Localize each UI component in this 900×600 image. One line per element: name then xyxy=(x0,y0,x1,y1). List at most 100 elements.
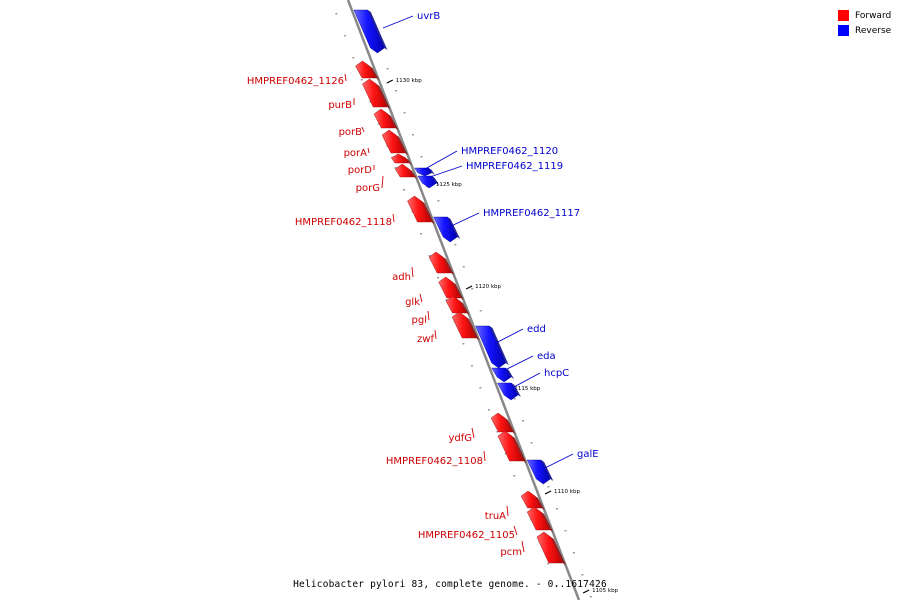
gene-hmpref0462-1126 xyxy=(355,60,380,80)
scale-tick-mark xyxy=(544,490,552,495)
position-dot xyxy=(513,475,516,477)
position-dot xyxy=(403,189,406,191)
position-dot xyxy=(454,244,457,246)
gene-adh xyxy=(428,251,455,275)
gene-hmpref0462-1120 xyxy=(414,167,435,177)
gene-label-ydfg: ydfG xyxy=(448,433,472,444)
gene-label-edd: edd xyxy=(527,324,546,335)
legend-reverse-label: Reverse xyxy=(855,25,892,36)
gene-trua xyxy=(520,490,545,510)
leader-line xyxy=(471,427,475,439)
leader-line xyxy=(381,175,384,189)
position-dot xyxy=(581,574,584,576)
position-dot xyxy=(479,310,482,312)
gene-label-hmpref0462-1108: HMPREF0462_1108 xyxy=(386,456,483,467)
position-dot xyxy=(462,343,465,345)
leader-line xyxy=(483,450,486,462)
gene-label-pgl: pgl xyxy=(412,315,427,326)
scale-tick-mark xyxy=(582,589,590,594)
leader-line xyxy=(434,329,437,340)
position-dot xyxy=(343,35,346,37)
gene-pord xyxy=(391,153,412,165)
gene-hmpref0462-1118 xyxy=(407,195,435,224)
gene-label-hmpref0462-1105: HMPREF0462_1105 xyxy=(418,530,515,541)
leader-line xyxy=(502,355,534,372)
gene-labels: uvrB HMPREF0462_1126 purB porB porA porD porG H… xyxy=(247,11,599,558)
scale-tick-mark xyxy=(386,79,394,84)
gene-label-eda: eda xyxy=(537,351,556,362)
position-dot xyxy=(352,57,355,59)
gene-label-hmpref0462-1118: HMPREF0462_1118 xyxy=(295,217,392,228)
gene-label-porb: porB xyxy=(339,127,363,138)
position-dot xyxy=(395,90,398,92)
gene-hmpref0462-1108 xyxy=(497,430,527,463)
position-dot xyxy=(369,101,372,103)
position-dot xyxy=(547,486,550,488)
leader-line xyxy=(419,293,423,303)
reverse-swatch xyxy=(838,25,849,36)
position-dot xyxy=(555,585,558,587)
leader-line xyxy=(424,150,458,170)
leader-line xyxy=(448,212,480,228)
leader-line xyxy=(392,213,395,223)
position-dot xyxy=(394,167,397,169)
legend-forward-label: Forward xyxy=(855,10,892,21)
leader-line xyxy=(427,310,430,321)
legend-reverse: Reverse xyxy=(838,23,891,38)
gene-porg xyxy=(394,163,418,179)
position-dot xyxy=(445,299,448,301)
gene-label-pora: porA xyxy=(344,148,368,159)
position-dot xyxy=(470,365,473,367)
scale-tick-label: 1115 kbp xyxy=(514,386,540,392)
position-dot xyxy=(589,596,592,598)
gene-label-trua: truA xyxy=(485,511,506,522)
scale-tick-label: 1120 kbp xyxy=(475,284,501,290)
gene-label-purb: purB xyxy=(328,100,352,111)
leader-line xyxy=(544,453,574,469)
leader-line xyxy=(493,328,524,345)
gene-hmpref0462-1119 xyxy=(417,175,440,189)
leader-line xyxy=(429,165,463,178)
gene-label-uvrb: uvrB xyxy=(417,11,440,22)
position-dot xyxy=(513,398,516,400)
gene-purb xyxy=(362,78,391,109)
leader-line xyxy=(367,147,370,154)
gene-hmpref0462-1105 xyxy=(526,506,554,532)
position-dot xyxy=(572,552,575,554)
scale-tick-mark xyxy=(465,285,473,290)
legend-forward: Forward xyxy=(838,8,891,23)
gene-gale xyxy=(526,459,554,485)
leader-line xyxy=(521,540,525,553)
position-dot xyxy=(411,134,414,136)
position-dot xyxy=(403,112,406,114)
gene-zwf xyxy=(451,311,480,340)
genome-caption: Helicobacter pylori 83, complete genome.… xyxy=(293,579,607,590)
gene-label-pord: porD xyxy=(348,165,373,176)
leader-line xyxy=(361,126,365,133)
leader-line xyxy=(513,525,518,536)
position-dot xyxy=(420,156,423,158)
gene-label-hmpref0462-1117: HMPREF0462_1117 xyxy=(483,208,580,219)
position-dot xyxy=(555,508,558,510)
leader-line xyxy=(411,266,414,278)
position-dot xyxy=(462,266,465,268)
gene-pgl xyxy=(445,295,470,315)
position-dot xyxy=(522,420,525,422)
position-dot xyxy=(360,79,363,81)
gene-ydfg xyxy=(490,412,516,434)
position-dot xyxy=(386,68,389,70)
legend: Forward Reverse xyxy=(838,8,891,38)
genome-backbone xyxy=(346,0,581,600)
gene-pora xyxy=(381,129,408,155)
position-dot xyxy=(530,442,533,444)
scale-tick-label: 1110 kbp xyxy=(554,489,580,495)
gene-label-hcpc: hcpC xyxy=(544,368,569,379)
gene-eda xyxy=(491,367,515,383)
gene-label-hmpref0462-1120: HMPREF0462_1120 xyxy=(461,146,558,157)
scale-tick-label: 1125 kbp xyxy=(436,182,462,188)
position-dot xyxy=(437,277,440,279)
gene-label-hmpref0462-1126: HMPREF0462_1126 xyxy=(247,76,344,87)
gene-label-gale: galE xyxy=(577,449,599,460)
position-dot xyxy=(487,409,490,411)
